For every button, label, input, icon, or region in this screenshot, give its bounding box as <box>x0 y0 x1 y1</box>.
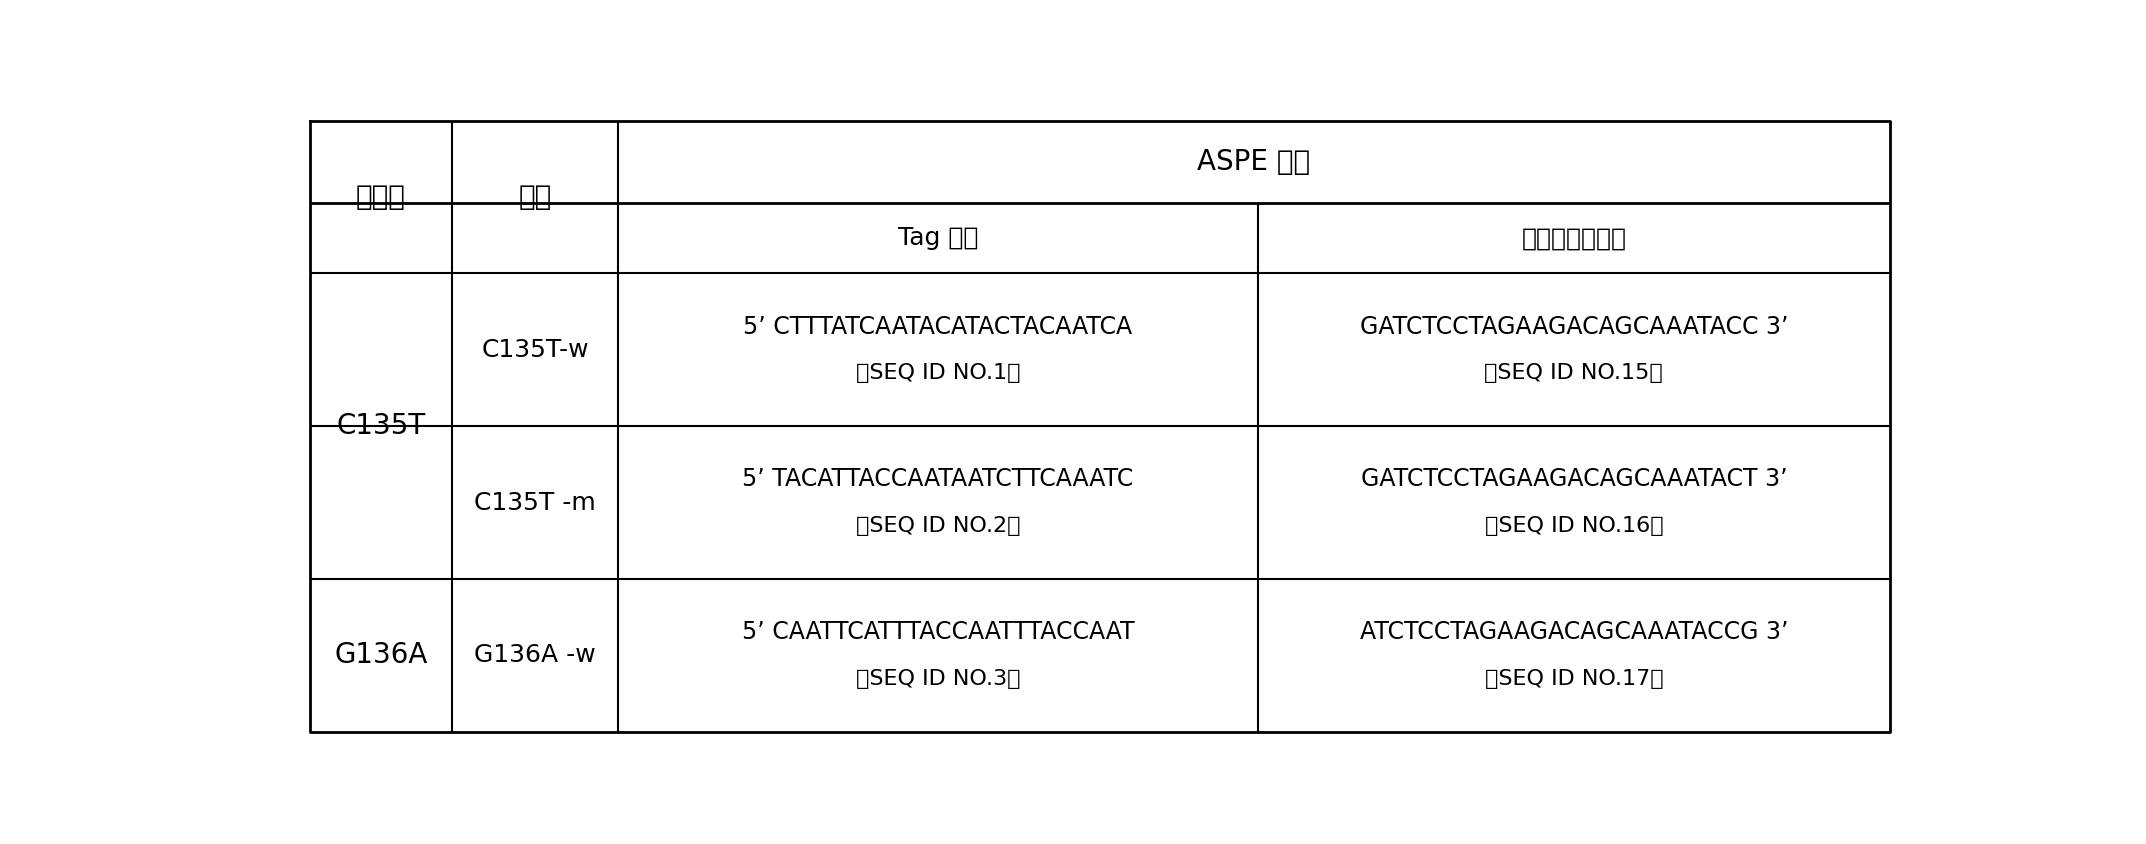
Text: 类型: 类型 <box>519 183 552 211</box>
Text: 5’ TACATTACCAATAATCTTCAAATC: 5’ TACATTACCAATAATCTTCAAATC <box>743 468 1133 491</box>
Text: GATCTCCTAGAAGACAGCAAATACC 3’: GATCTCCTAGAAGACAGCAAATACC 3’ <box>1361 315 1788 338</box>
Text: C135T -m: C135T -m <box>474 490 597 515</box>
Text: GATCTCCTAGAAGACAGCAAATACT 3’: GATCTCCTAGAAGACAGCAAATACT 3’ <box>1361 468 1788 491</box>
Text: 5’ CAATTCATTTACCAATTTACCAAT: 5’ CAATTCATTTACCAATTTACCAAT <box>743 620 1135 644</box>
Text: 5’ CTTTATCAATACATACTACAATCA: 5’ CTTTATCAATACATACTACAATCA <box>743 315 1133 338</box>
Text: G136A: G136A <box>335 641 427 669</box>
Text: （SEQ ID NO.1）: （SEQ ID NO.1） <box>856 363 1019 383</box>
Text: （SEQ ID NO.15）: （SEQ ID NO.15） <box>1485 363 1663 383</box>
Text: 基因型: 基因型 <box>356 183 406 211</box>
Text: 特异性引物序列: 特异性引物序列 <box>1522 226 1627 251</box>
Text: Tag 序列: Tag 序列 <box>897 226 979 251</box>
Text: G136A -w: G136A -w <box>474 643 597 668</box>
Text: （SEQ ID NO.3）: （SEQ ID NO.3） <box>856 668 1019 689</box>
Text: ATCTCCTAGAAGACAGCAAATACCG 3’: ATCTCCTAGAAGACAGCAAATACCG 3’ <box>1361 620 1788 644</box>
Text: （SEQ ID NO.2）: （SEQ ID NO.2） <box>856 516 1019 536</box>
Text: C135T: C135T <box>337 412 425 441</box>
Text: （SEQ ID NO.16）: （SEQ ID NO.16） <box>1485 516 1663 536</box>
Text: C135T-w: C135T-w <box>481 338 588 362</box>
Text: ASPE 引物: ASPE 引物 <box>1197 148 1311 176</box>
Text: （SEQ ID NO.17）: （SEQ ID NO.17） <box>1485 668 1663 689</box>
